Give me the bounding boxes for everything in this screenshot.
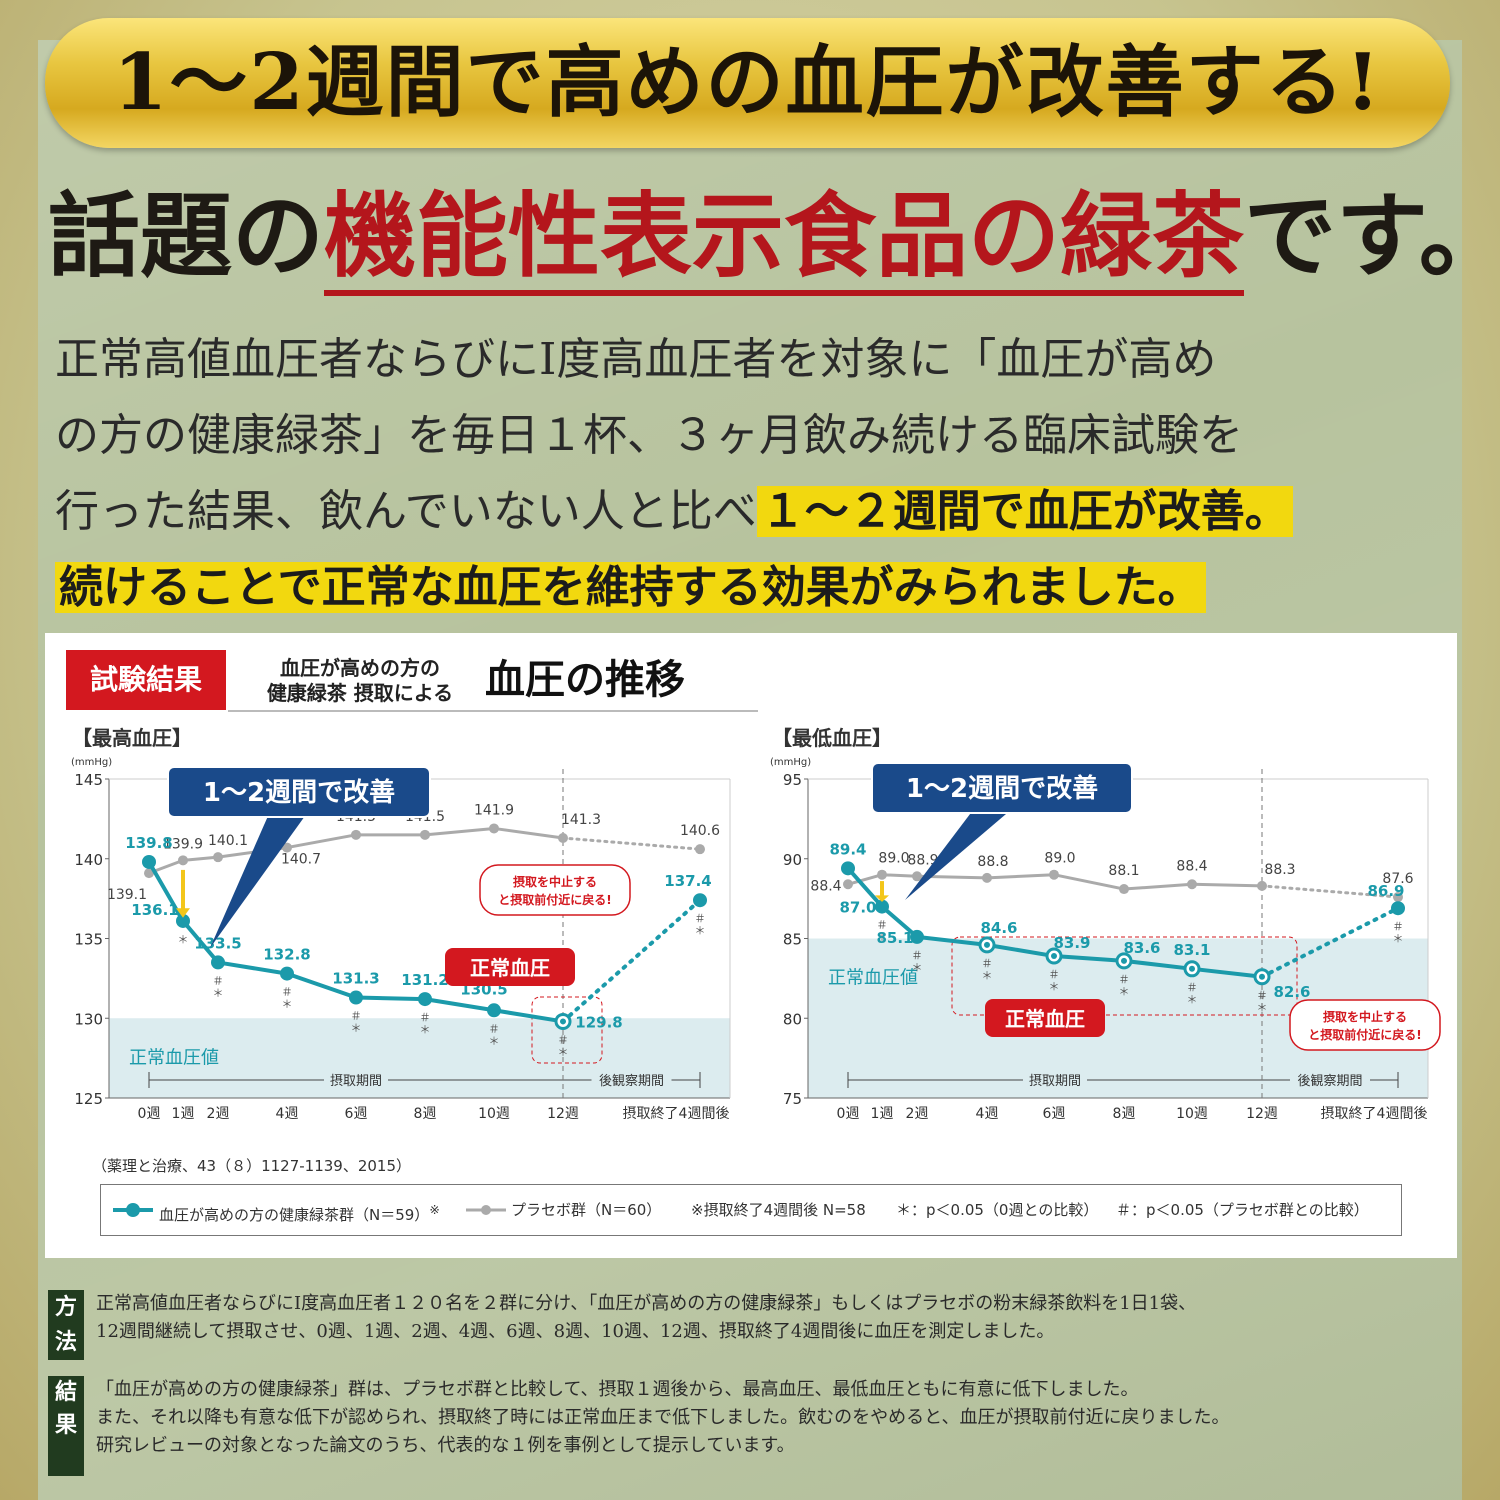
subheader-small: 血圧が高めの方の 健康緑茶 摂取による: [250, 656, 470, 706]
subheader-small-line1: 血圧が高めの方の: [280, 656, 440, 680]
method-text: 正常高値血圧者ならびにⅠ度高血圧者１２０名を２群に分け、「血圧が高めの方の健康緑…: [96, 1290, 1476, 1346]
intro-highlight-2: 続けることで正常な血圧を維持する効果がみられました。: [55, 562, 1206, 613]
method-line-1: 正常高値血圧者ならびにⅠ度高血圧者１２０名を２群に分け、「血圧が高めの方の健康緑…: [96, 1293, 1197, 1314]
headline: 話題の機能性表示食品の緑茶です。: [48, 176, 1500, 296]
intro-line-4: 続けることで正常な血圧を維持する効果がみられました。: [55, 550, 1475, 626]
result-line-3: 研究レビューの対象となった論文のうち、代表的な１例を事例として提示しています。: [96, 1435, 795, 1456]
intro-text: 正常高値血圧者ならびにⅠ度高血圧者を対象に「血圧が高め の方の健康緑茶」を毎日１…: [55, 322, 1475, 626]
legend-tea-sup: ※: [429, 1202, 440, 1217]
legend-note-n: ※摂取終了4週間後 N=58: [691, 1201, 866, 1219]
legend-note-hash: ＃：p＜0.05（プラセボ群との比較）: [1116, 1201, 1369, 1219]
result-badge: 試験結果: [66, 650, 226, 710]
result-label: 結果: [48, 1376, 84, 1476]
legend: 血圧が高めの方の健康緑茶群（N＝59）※ プラセボ群（N＝60） ※摂取終了4週…: [100, 1184, 1402, 1236]
subheader-title: 血圧の推移: [485, 657, 685, 703]
result-text: 「血圧が高めの方の健康緑茶」群は、プラセボ群と比較して、摂取１週後から、最高血圧…: [96, 1376, 1476, 1460]
legend-tea-text: 血圧が高めの方の健康緑茶群（N＝59）: [159, 1206, 430, 1224]
intro-line-3: 行った結果、飲んでいない人と比べ１〜２週間で血圧が改善。: [55, 474, 1475, 550]
legend-tea-label: 血圧が高めの方の健康緑茶群（N＝59）※: [159, 1185, 440, 1235]
intro-line-2: の方の健康緑茶」を毎日１杯、３ヶ月飲み続ける臨床試験を: [55, 410, 1243, 461]
legend-placebo-label: プラセボ群（N＝60）: [511, 1201, 662, 1219]
chart-subheader: [228, 650, 758, 712]
method-label: 方法: [48, 1290, 84, 1360]
result-line-1: 「血圧が高めの方の健康緑茶」群は、プラセボ群と比較して、摂取１週後から、最高血圧…: [96, 1379, 1139, 1400]
intro-highlight-1: １〜２週間で血圧が改善。: [756, 486, 1293, 537]
source-citation: （薬理と治療、43（８）1127-1139、2015）: [92, 1157, 412, 1175]
legend-placebo-marker: [466, 1205, 506, 1215]
legend-tea-marker: [113, 1203, 153, 1217]
intro-line-3a: 行った結果、飲んでいない人と比べ: [55, 486, 757, 537]
banner-title: 1〜2週間で高めの血圧が改善する!: [113, 37, 1382, 128]
title-banner: 1〜2週間で高めの血圧が改善する!: [45, 18, 1450, 148]
headline-part3: です。: [1244, 182, 1500, 290]
result-line-2: また、それ以降も有意な低下が認められ、摂取終了時には正常血圧まで低下しました。飲…: [96, 1407, 1230, 1428]
legend-note-star: ＊：p＜0.05（0週との比較）: [896, 1201, 1099, 1219]
method-line-2: 12週間継続して摂取させ、0週、1週、2週、4週、6週、8週、10週、12週、摂…: [96, 1321, 1055, 1342]
headline-highlight: 機能性表示食品の緑茶: [324, 182, 1245, 296]
subheader-small-line2: 健康緑茶 摂取による: [266, 681, 454, 705]
headline-part1: 話題の: [48, 182, 325, 290]
intro-line-1: 正常高値血圧者ならびにⅠ度高血圧者を対象に「血圧が高め: [55, 334, 1217, 385]
